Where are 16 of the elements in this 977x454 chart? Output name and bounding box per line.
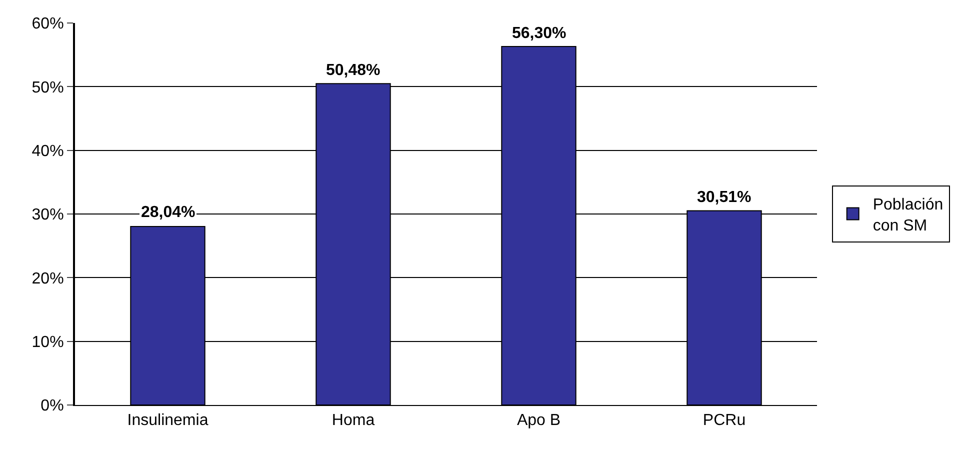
data-label: 56,30% [512,25,566,42]
y-tick-label: 40% [32,142,64,160]
x-tick-label: Homa [332,412,375,430]
x-tick-label: Apo B [516,412,561,430]
x-tick-label: Insulinemia [127,412,208,430]
data-label: 28,04% [141,204,196,221]
y-tick-label: 10% [32,334,64,351]
y-tick-label: 0% [40,398,64,415]
legend-label: Población con SM [872,196,944,234]
y-tick-label: 30% [32,206,64,224]
data-label: 30,51% [697,189,752,206]
x-tick-label: PCRu [702,412,746,430]
y-tick-label: 60% [32,16,64,33]
y-tick-label: 20% [32,270,64,288]
data-label: 50,48% [326,62,380,79]
y-tick-label: 50% [32,79,64,96]
